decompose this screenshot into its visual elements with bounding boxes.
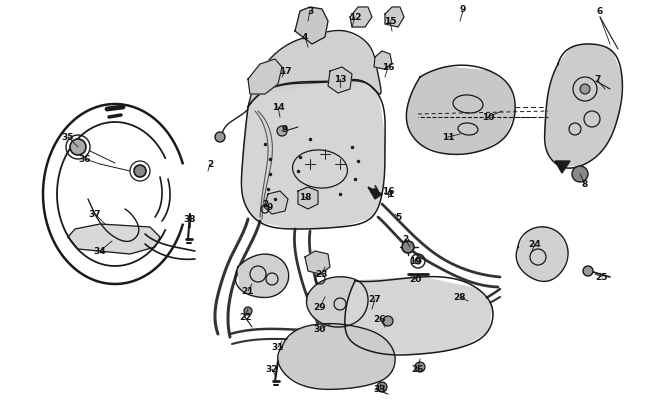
Text: 20: 20 — [409, 275, 421, 284]
Circle shape — [580, 85, 590, 95]
Circle shape — [70, 140, 86, 156]
Polygon shape — [295, 8, 328, 45]
Polygon shape — [278, 324, 395, 389]
Polygon shape — [545, 45, 622, 168]
Polygon shape — [350, 8, 372, 28]
Polygon shape — [248, 60, 282, 95]
Text: 8: 8 — [582, 180, 588, 189]
Text: 6: 6 — [597, 7, 603, 17]
Text: 22: 22 — [239, 313, 252, 322]
Circle shape — [215, 133, 225, 143]
Text: 12: 12 — [349, 13, 361, 22]
Polygon shape — [305, 252, 330, 274]
Polygon shape — [238, 256, 288, 297]
Circle shape — [377, 382, 387, 392]
Text: 2: 2 — [402, 235, 408, 244]
Text: 31: 31 — [272, 343, 284, 352]
Text: 11: 11 — [442, 133, 454, 142]
Text: 2: 2 — [207, 160, 213, 169]
Circle shape — [402, 241, 414, 254]
Text: 27: 27 — [369, 295, 382, 304]
Text: 26: 26 — [374, 315, 386, 324]
Text: 29: 29 — [314, 303, 326, 312]
Text: 36: 36 — [79, 155, 91, 164]
Polygon shape — [298, 188, 318, 209]
Polygon shape — [518, 228, 568, 281]
Polygon shape — [328, 68, 352, 94]
Text: 15: 15 — [384, 17, 396, 26]
Polygon shape — [385, 8, 404, 28]
Circle shape — [244, 307, 252, 315]
Circle shape — [134, 166, 146, 177]
Text: 5: 5 — [395, 213, 401, 222]
Text: 18: 18 — [299, 193, 311, 202]
Text: 35: 35 — [62, 133, 74, 142]
Polygon shape — [264, 192, 288, 215]
Text: 23: 23 — [316, 270, 328, 279]
Polygon shape — [308, 277, 368, 327]
Text: 9: 9 — [282, 125, 288, 134]
Polygon shape — [345, 277, 492, 354]
Text: 14: 14 — [272, 103, 284, 112]
Polygon shape — [374, 52, 392, 70]
Text: 3: 3 — [307, 7, 313, 17]
Text: 16: 16 — [382, 63, 395, 72]
Circle shape — [415, 258, 421, 264]
Text: 2: 2 — [262, 200, 268, 209]
Text: 34: 34 — [94, 247, 107, 256]
Text: 25: 25 — [596, 273, 608, 282]
Text: 33: 33 — [374, 385, 386, 394]
Circle shape — [572, 166, 588, 183]
Polygon shape — [555, 162, 570, 174]
Text: 24: 24 — [528, 240, 541, 249]
Text: 9: 9 — [266, 203, 273, 212]
Text: 30: 30 — [314, 325, 326, 334]
Text: 21: 21 — [242, 287, 254, 296]
Text: 28: 28 — [454, 293, 466, 302]
Text: 4: 4 — [302, 34, 308, 43]
Polygon shape — [368, 188, 382, 200]
Polygon shape — [408, 68, 515, 155]
Text: 9: 9 — [460, 6, 466, 15]
Text: 1: 1 — [387, 190, 393, 199]
Circle shape — [583, 266, 593, 276]
Polygon shape — [242, 82, 385, 230]
Circle shape — [383, 316, 393, 326]
Text: 38: 38 — [184, 215, 196, 224]
Text: 7: 7 — [595, 75, 601, 84]
Text: 13: 13 — [333, 75, 346, 84]
Text: 16: 16 — [382, 187, 395, 196]
Polygon shape — [68, 224, 160, 254]
Text: 26: 26 — [411, 364, 424, 373]
Text: 10: 10 — [482, 113, 494, 122]
Text: 32: 32 — [266, 364, 278, 373]
Polygon shape — [248, 32, 380, 108]
Text: 37: 37 — [88, 210, 101, 219]
Text: 17: 17 — [279, 67, 291, 76]
Circle shape — [277, 127, 287, 136]
Text: 19: 19 — [409, 257, 421, 266]
Circle shape — [415, 362, 425, 372]
